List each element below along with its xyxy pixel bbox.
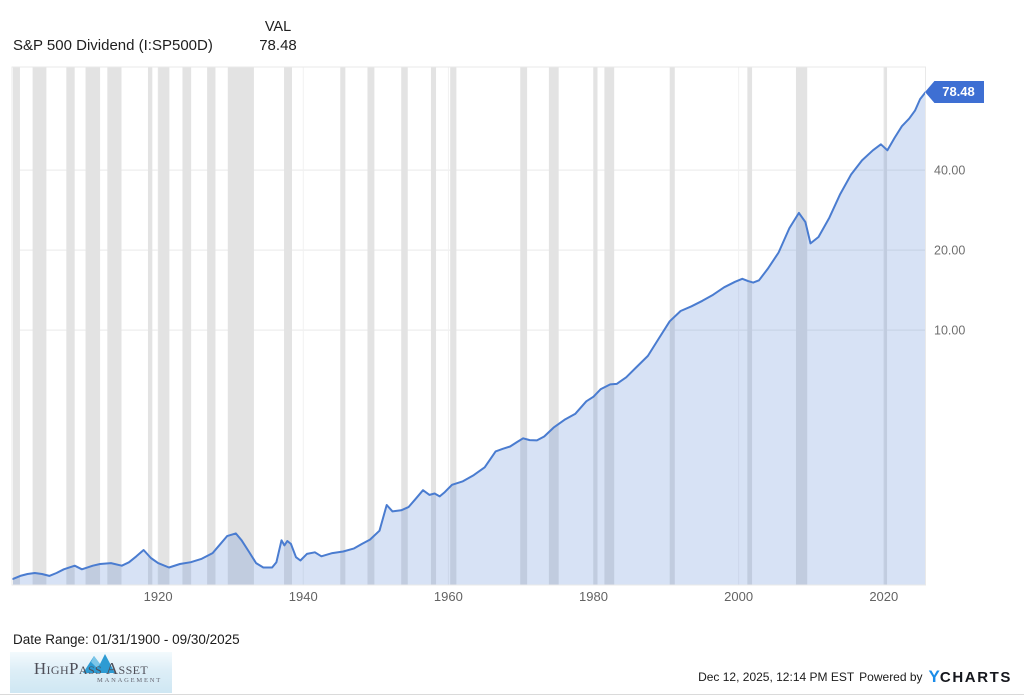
recession-band: [401, 67, 408, 585]
ycharts-logo-text: CHARTS: [939, 669, 1012, 686]
value-column: VAL 78.48: [240, 19, 316, 54]
x-tick-label: 1980: [579, 589, 608, 604]
recession-band: [884, 67, 888, 585]
recession-band: [747, 67, 753, 585]
recession-band: [430, 67, 437, 585]
recession-band: [593, 67, 598, 585]
dividend-area-chart[interactable]: 40.00 20.00 10.00 1920 1940 1960 1980 2000 2020: [0, 0, 1024, 630]
y-tick-label: 40.00: [934, 164, 965, 178]
recession-band: [32, 67, 47, 585]
recession-band: [520, 67, 528, 585]
recession-band: [158, 67, 170, 585]
recession-band: [147, 67, 153, 585]
recession-band: [227, 67, 254, 585]
recession-band: [85, 67, 101, 585]
x-tick-label: 2000: [724, 589, 753, 604]
highpass-asset-logo: HighPass Asset Management: [10, 652, 172, 693]
val-current-value: 78.48: [259, 37, 297, 54]
date-range-label: Date Range: 01/31/1900 - 09/30/2025: [13, 632, 240, 647]
recession-band: [669, 67, 675, 585]
ycharts-logo[interactable]: Y CHARTS: [929, 667, 1012, 687]
attribution-bar: Dec 12, 2025, 12:14 PM EST Powered by Y …: [698, 667, 1012, 687]
recession-band: [182, 67, 192, 585]
recession-band: [548, 67, 559, 585]
x-tick-label: 1920: [144, 589, 173, 604]
ycharts-logo-y: Y: [928, 667, 940, 686]
footer-divider: [0, 694, 1024, 695]
recession-band: [13, 67, 20, 585]
y-tick-label: 10.00: [934, 324, 965, 338]
recession-band: [66, 67, 75, 585]
recession-band: [284, 67, 293, 585]
chart-title: S&P 500 Dividend (I:SP500D): [13, 37, 213, 54]
x-tick-label: 1960: [434, 589, 463, 604]
recession-band: [795, 67, 808, 585]
recession-band: [367, 67, 375, 585]
recession-band: [107, 67, 122, 585]
series-area-fill: [13, 92, 926, 586]
val-column-header: VAL: [264, 19, 292, 35]
latest-value-badge: 78.48: [925, 81, 984, 103]
recession-band: [450, 67, 457, 585]
x-tick-label: 2020: [869, 589, 898, 604]
recession-band: [604, 67, 615, 585]
mountain-icon: [83, 654, 115, 673]
x-tick-label: 1940: [289, 589, 318, 604]
plot-area[interactable]: [13, 67, 926, 585]
recession-band: [340, 67, 346, 585]
recession-band: [207, 67, 216, 585]
series-line: [12, 91, 927, 580]
timestamp-label: Dec 12, 2025, 12:14 PM EST: [698, 670, 855, 684]
logo-subtitle: Management: [97, 677, 162, 684]
logo-company-name: HighPass Asset: [33, 659, 149, 678]
powered-by-label: Powered by: [859, 670, 923, 684]
plot-border: [11, 66, 926, 586]
y-tick-label: 20.00: [934, 244, 965, 258]
